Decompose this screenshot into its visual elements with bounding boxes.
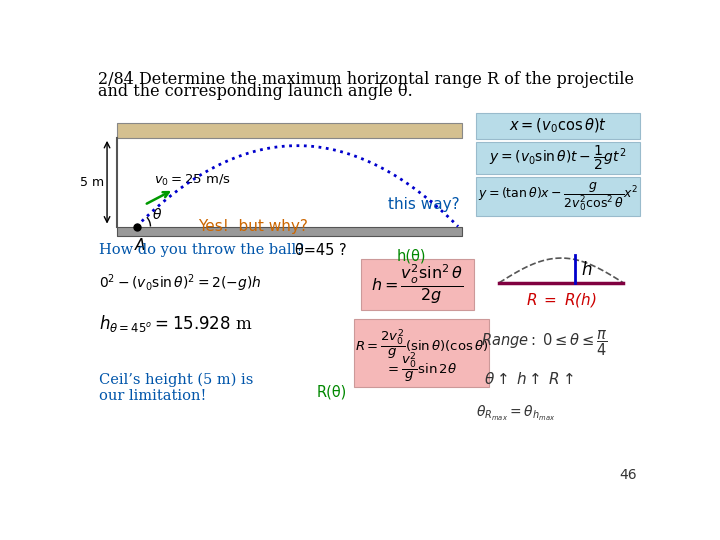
Text: and the corresponding launch angle θ.: and the corresponding launch angle θ. (98, 83, 413, 100)
Bar (476, 142, 640, 174)
Text: 2/84 Determine the maximum horizontal range R of the projectile: 2/84 Determine the maximum horizontal ra… (98, 71, 634, 88)
Text: $v_0 = 25$ m/s: $v_0 = 25$ m/s (153, 173, 230, 188)
Bar (354, 319, 489, 387)
Bar (361, 259, 474, 309)
Text: θ=45 ?: θ=45 ? (295, 244, 347, 259)
Text: R(θ): R(θ) (317, 384, 347, 400)
Text: Ceil’s height (5 m) is
our limitation!: Ceil’s height (5 m) is our limitation! (99, 373, 253, 403)
Text: 46: 46 (619, 468, 637, 482)
Text: $\theta\uparrow \; h\uparrow \; R\uparrow$: $\theta\uparrow \; h\uparrow \; R\uparro… (484, 372, 574, 387)
Text: $Range: \; 0 \leq \theta \leq \dfrac{\pi}{4}$: $Range: \; 0 \leq \theta \leq \dfrac{\pi… (482, 328, 608, 357)
Bar (117, 123, 462, 138)
Text: $h_{\theta=45^o} = 15.928$ m: $h_{\theta=45^o} = 15.928$ m (99, 313, 253, 334)
Text: $0^2 - \left(v_0\sin\theta\right)^2 = 2(-g)h$: $0^2 - \left(v_0\sin\theta\right)^2 = 2(… (99, 273, 262, 294)
Text: h(θ): h(θ) (397, 248, 426, 263)
Text: Yes!  but why?: Yes! but why? (198, 219, 307, 234)
Text: 5 m: 5 m (80, 176, 104, 188)
Text: $h$: $h$ (581, 261, 593, 279)
Text: $y = (\tan\theta)x - \dfrac{g}{2v_0^2\cos^2\theta}x^2$: $y = (\tan\theta)x - \dfrac{g}{2v_0^2\co… (478, 180, 639, 213)
Bar (117, 226, 462, 236)
Text: $h = \dfrac{v_o^2 \sin^2\theta}{2g}$: $h = \dfrac{v_o^2 \sin^2\theta}{2g}$ (371, 262, 464, 306)
Text: $x = (v_0 \cos\theta)t$: $x = (v_0 \cos\theta)t$ (509, 117, 607, 135)
Text: $R = \dfrac{2v_0^2}{g}(\sin\theta)(\cos\theta)$: $R = \dfrac{2v_0^2}{g}(\sin\theta)(\cos\… (354, 328, 488, 362)
Bar (476, 112, 640, 139)
Text: this way?: this way? (388, 197, 460, 212)
Text: $= \dfrac{v_0^2}{g}\sin 2\theta$: $= \dfrac{v_0^2}{g}\sin 2\theta$ (385, 351, 457, 386)
Bar (117, 226, 462, 236)
Text: How do you throw the ball?: How do you throw the ball? (99, 244, 304, 258)
Text: $y = (v_0 \sin\theta)t - \dfrac{1}{2}gt^2$: $y = (v_0 \sin\theta)t - \dfrac{1}{2}gt^… (490, 144, 626, 172)
Bar (117, 123, 462, 138)
Text: $R\; = $ R(h): $R\; = $ R(h) (526, 291, 597, 309)
Bar (476, 177, 640, 215)
Text: $\theta$: $\theta$ (152, 207, 162, 222)
Text: $\theta_{R_{max}} = \theta_{h_{max}}$: $\theta_{R_{max}} = \theta_{h_{max}}$ (476, 403, 555, 423)
Text: $A$: $A$ (134, 237, 146, 253)
